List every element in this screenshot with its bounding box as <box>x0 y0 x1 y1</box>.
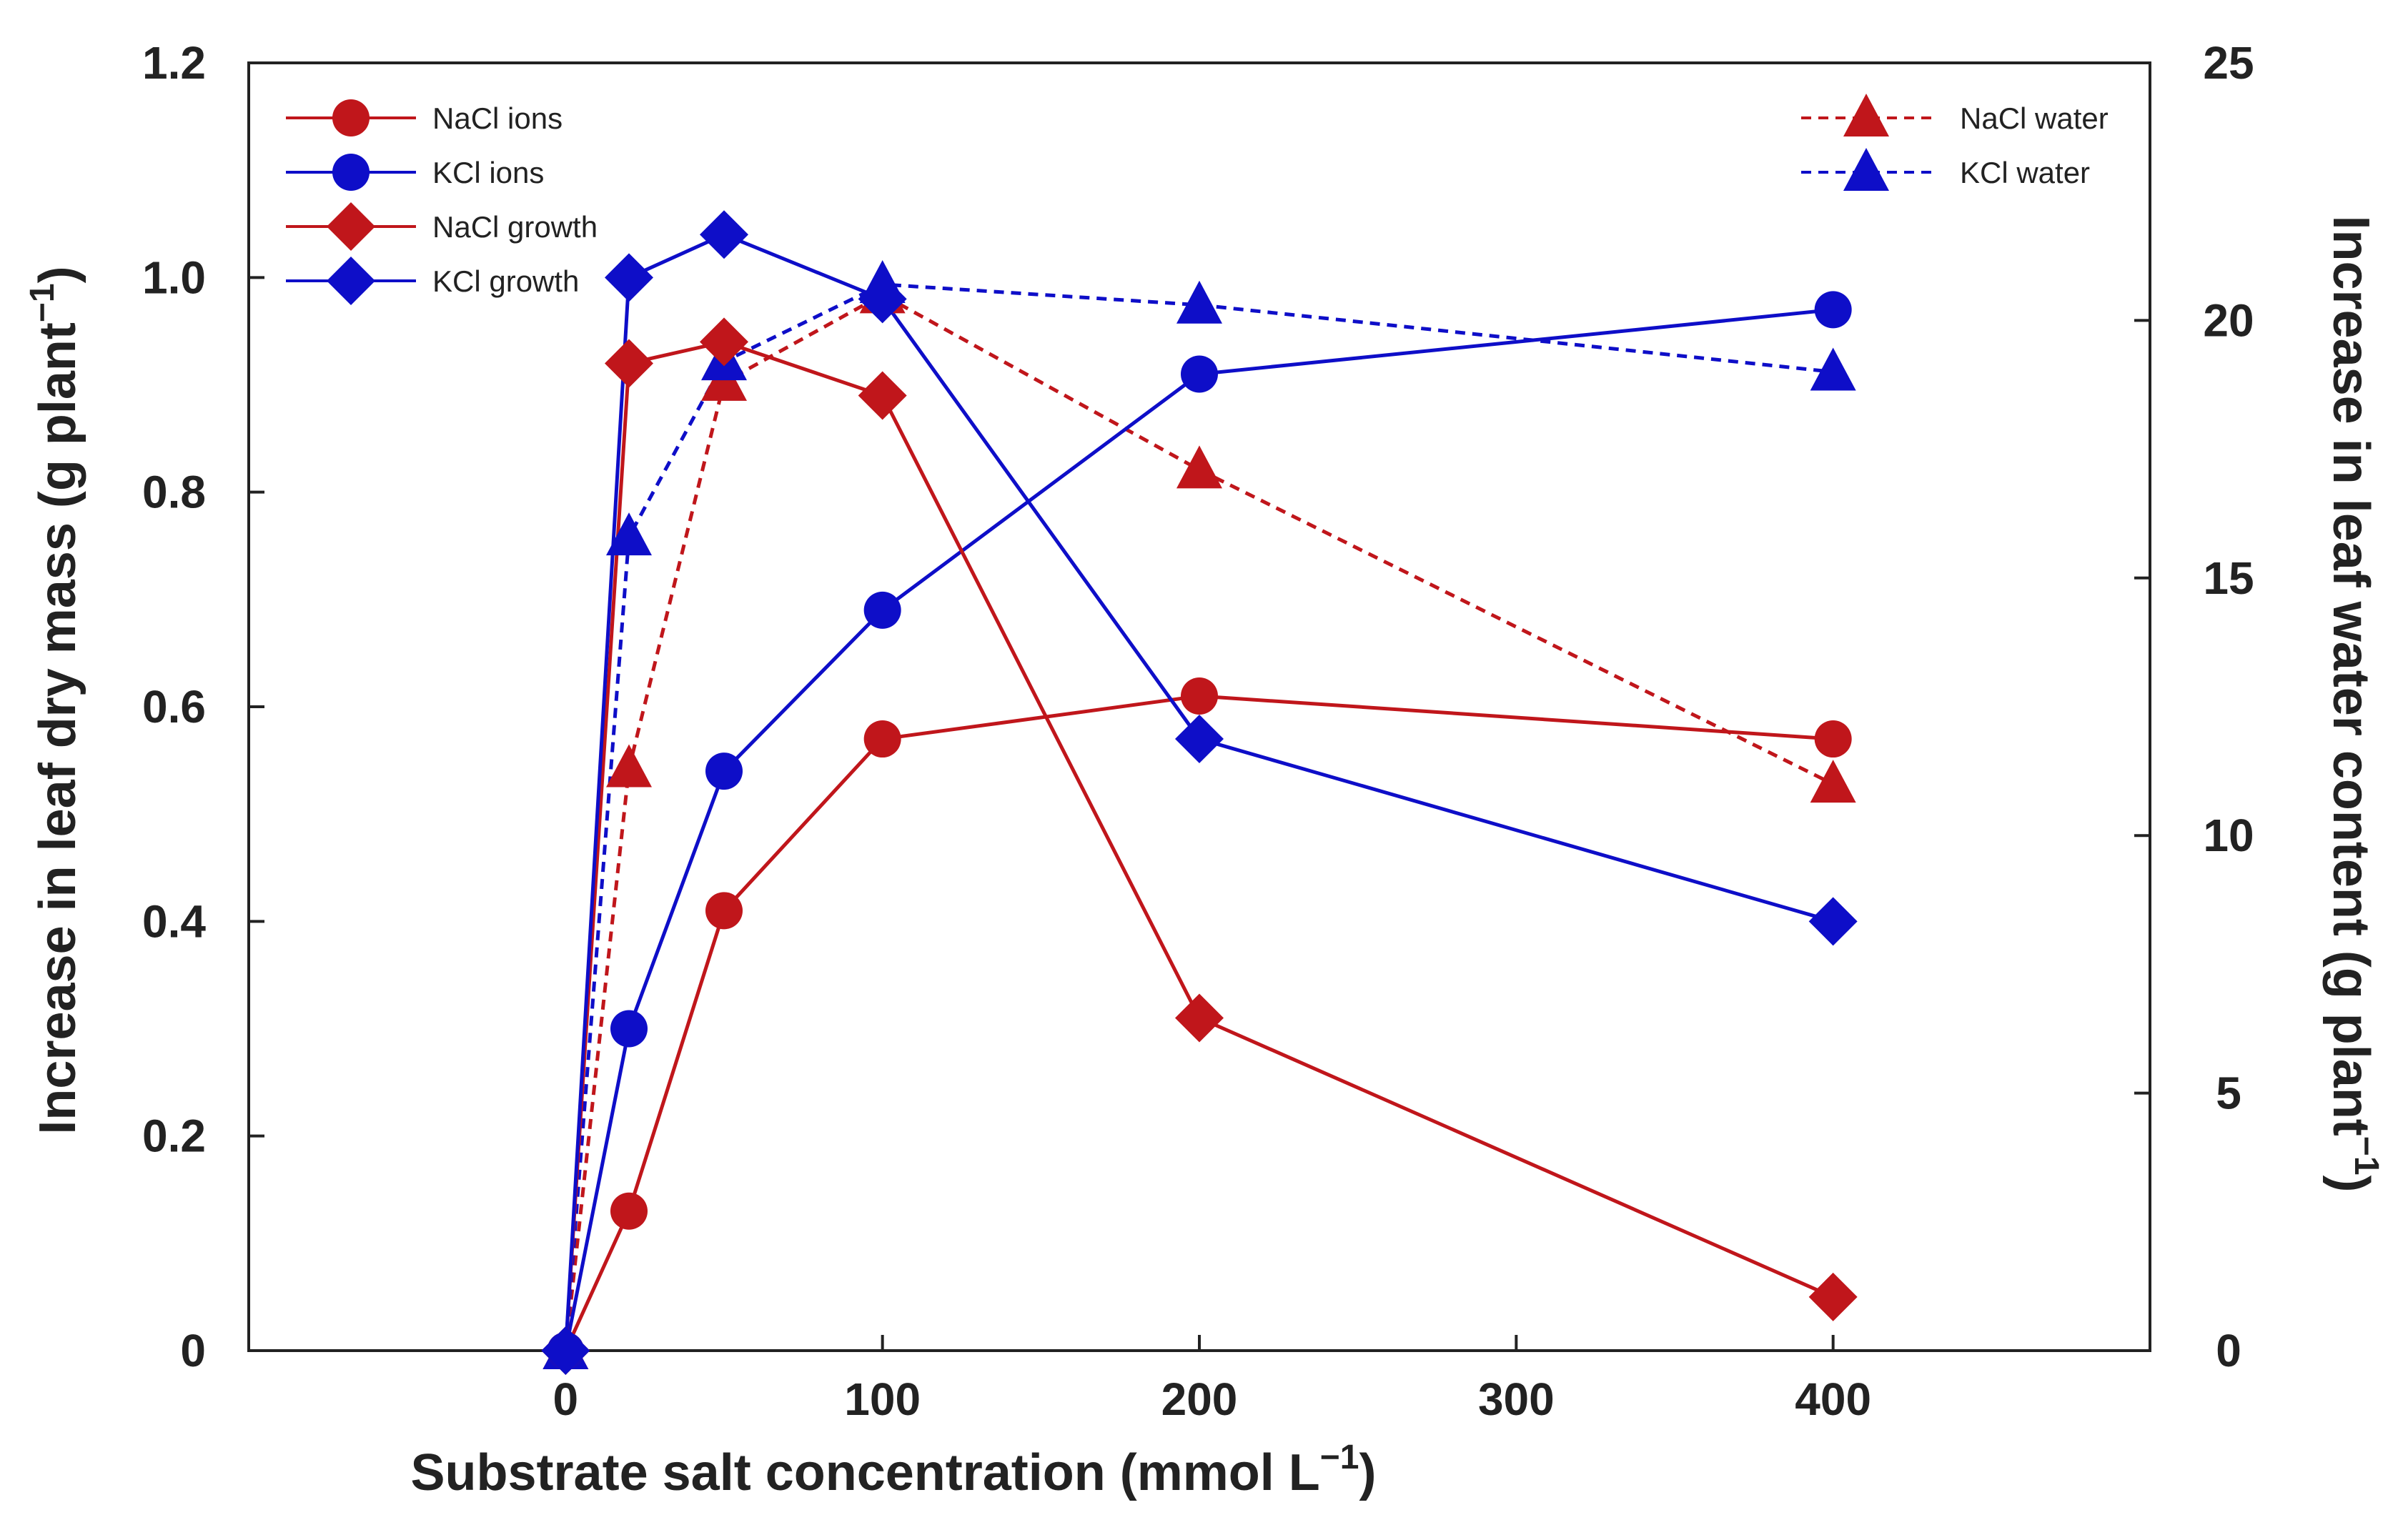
data-point-kcl-water <box>1176 280 1222 324</box>
data-point-nacl-ions <box>863 720 901 758</box>
legend-marker <box>332 154 370 191</box>
series-markers <box>541 210 1858 1375</box>
y-left-tick-label: 0.6 <box>142 681 206 732</box>
legend-item-nacl-water: NaCl water <box>1801 94 2109 136</box>
y-left-tick-label: 1.0 <box>142 252 206 303</box>
data-point-kcl-ions <box>1814 291 1852 329</box>
y-right-tick-label: 25 <box>2203 37 2254 89</box>
legend-label: KCl ions <box>432 156 544 189</box>
y-left-axis: 0 0.2 0.4 0.6 0.8 1.0 1.2 <box>142 37 264 1376</box>
data-point-kcl-growth <box>605 253 653 302</box>
x-tick-label: 100 <box>844 1373 921 1425</box>
data-point-nacl-ions <box>1181 677 1218 715</box>
data-point-kcl-growth <box>700 210 748 259</box>
data-point-kcl-ions <box>610 1010 648 1048</box>
series-line-kcl-water <box>563 282 1833 1351</box>
data-point-kcl-growth <box>858 274 907 324</box>
y-left-tick-label: 0.8 <box>142 467 206 518</box>
legend-label: KCl water <box>1960 156 2090 189</box>
data-point-nacl-growth <box>700 317 748 367</box>
y-right-tick-label: 0 <box>2216 1325 2241 1376</box>
y-right-axis-title: Increase in leaf water content (g plant−… <box>2322 215 2385 1192</box>
data-point-nacl-growth <box>858 371 907 420</box>
x-tick-label: 200 <box>1161 1373 1238 1425</box>
legend-item-nacl-ions: NaCl ions <box>286 99 563 136</box>
y-right-tick-label: 10 <box>2203 810 2254 861</box>
legend-marker <box>327 202 375 251</box>
legend-marker <box>1843 94 1889 136</box>
data-point-nacl-growth <box>605 339 653 388</box>
series-line-nacl-growth <box>563 339 1834 1351</box>
series-line-nacl-ions <box>564 694 1833 1352</box>
x-axis-title: Substrate salt concentration (mmol L−1) <box>411 1439 1377 1501</box>
data-point-kcl-water <box>1810 347 1856 391</box>
data-point-kcl-growth <box>541 1326 590 1375</box>
data-point-nacl-growth <box>1175 993 1224 1043</box>
data-point-kcl-ions <box>863 591 901 629</box>
legend-marker <box>1843 148 1889 191</box>
data-point-kcl-growth <box>1175 715 1224 764</box>
y-right-tick-label: 20 <box>2203 294 2254 346</box>
legend-item-nacl-growth: NaCl growth <box>286 202 598 251</box>
y-left-tick-label: 1.2 <box>142 37 206 89</box>
data-point-nacl-water <box>1176 445 1222 489</box>
legend-marker <box>327 257 375 305</box>
legend-item-kcl-ions: KCl ions <box>286 154 544 191</box>
y-right-tick-label: 5 <box>2216 1068 2241 1119</box>
data-point-nacl-water <box>606 744 652 788</box>
data-point-kcl-ions <box>705 752 743 790</box>
data-point-nacl-ions <box>705 892 743 930</box>
legend-item-kcl-growth: KCl growth <box>286 257 579 305</box>
data-point-nacl-water <box>1810 760 1856 803</box>
x-tick-label: 0 <box>553 1373 579 1425</box>
y-left-axis-title: Increase in leaf dry mass (g plant−1) <box>24 266 86 1134</box>
legend-label: NaCl ions <box>432 101 563 135</box>
data-point-kcl-growth <box>1808 897 1858 946</box>
x-axis: 0 100 200 300 400 <box>553 1335 1871 1425</box>
data-point-nacl-ions <box>1814 720 1852 758</box>
x-tick-label: 400 <box>1795 1373 1871 1425</box>
y-right-tick-label: 15 <box>2203 552 2254 604</box>
legend-marker <box>332 99 370 136</box>
series-line-kcl-growth <box>563 232 1834 1351</box>
y-left-tick-label: 0.4 <box>142 895 206 947</box>
series-line-nacl-water <box>563 292 1834 1351</box>
data-point-kcl-ions <box>1181 355 1218 393</box>
legend-right: NaCl water KCl water <box>1801 94 2109 191</box>
data-point-nacl-growth <box>1808 1272 1858 1321</box>
data-point-nacl-ions <box>610 1192 648 1230</box>
x-tick-label: 300 <box>1478 1373 1555 1425</box>
legend-item-kcl-water: KCl water <box>1801 148 2090 191</box>
legend-label: NaCl water <box>1960 101 2109 135</box>
series-line-kcl-ions <box>563 307 1833 1351</box>
series-lines <box>563 232 1834 1352</box>
legend-left: NaCl ions KCl ions NaCl growth KCl growth <box>286 99 598 305</box>
y-right-axis: 0 5 10 15 20 25 <box>2134 37 2254 1376</box>
y-left-tick-label: 0 <box>180 1325 206 1376</box>
legend-label: NaCl growth <box>432 210 598 244</box>
y-left-tick-label: 0.2 <box>142 1111 206 1162</box>
data-point-kcl-water <box>606 512 652 556</box>
legend-label: KCl growth <box>432 264 579 298</box>
